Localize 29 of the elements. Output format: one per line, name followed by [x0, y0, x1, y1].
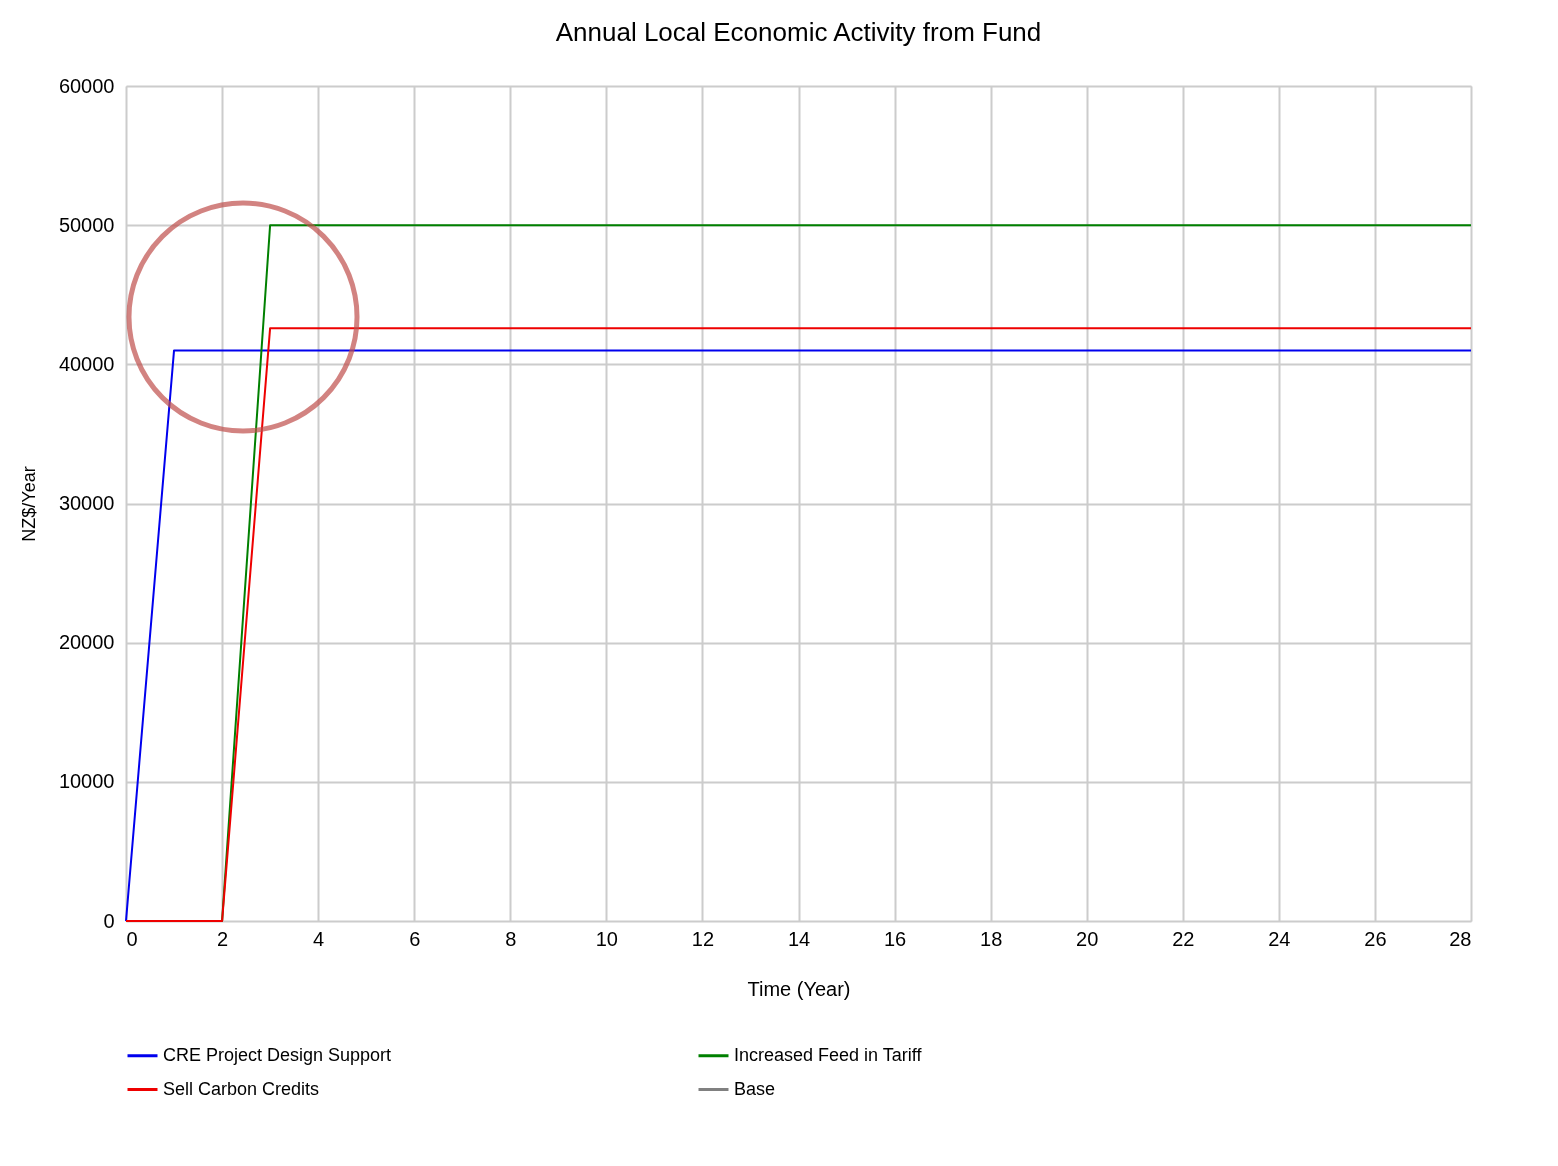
x-tick-label: 14 [787, 927, 811, 950]
x-tick-label: 22 [1172, 927, 1195, 950]
x-tick-label: 16 [883, 927, 907, 950]
x-tick-label: 24 [1268, 927, 1291, 950]
x-tick-label: 12 [691, 927, 715, 950]
x-tick-label: 18 [980, 927, 1003, 950]
y-tick-label: 40000 [58, 352, 115, 375]
x-tick-label: 10 [595, 927, 618, 950]
x-tick-label: 26 [1364, 927, 1387, 950]
legend-label: Sell Carbon Credits [163, 1078, 320, 1099]
y-tick-label: 50000 [58, 213, 115, 236]
x-tick-label: 4 [313, 927, 325, 950]
chart-title: Annual Local Economic Activity from Fund [555, 17, 1042, 47]
y-tick-label: 10000 [58, 770, 115, 793]
y-tick-label: 0 [103, 909, 115, 932]
y-axis-title: NZ$/Year [18, 466, 39, 542]
x-tick-label: 6 [409, 927, 421, 950]
y-tick-label: 60000 [58, 74, 115, 97]
x-tick-label: 20 [1076, 927, 1099, 950]
x-axis-title: Time (Year) [747, 977, 851, 1000]
x-tick-label: 0 [126, 927, 138, 950]
x-tick-label: 8 [505, 927, 517, 950]
legend-label: CRE Project Design Support [163, 1044, 392, 1065]
legend-label: Base [734, 1078, 776, 1099]
y-tick-label: 20000 [58, 631, 115, 654]
legend-label: Increased Feed in Tariff [734, 1044, 923, 1065]
x-tick-label: 2 [217, 927, 229, 950]
y-tick-label: 30000 [58, 492, 115, 514]
x-tick-label: 28 [1449, 927, 1472, 950]
